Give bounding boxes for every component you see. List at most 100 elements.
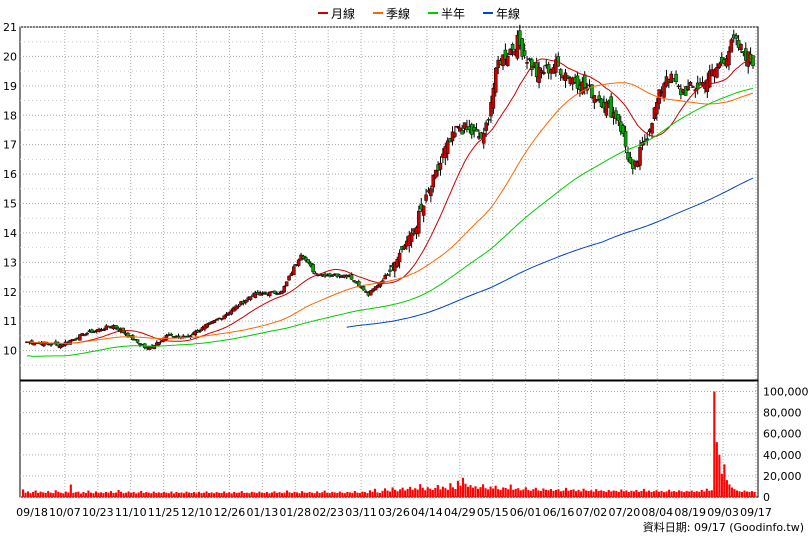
- candle-body: [424, 194, 428, 201]
- candle-body: [364, 291, 368, 293]
- candle-body: [417, 210, 421, 234]
- candle-body: [248, 296, 253, 300]
- volume-tick-label: 20,000: [763, 470, 802, 483]
- candle-body: [68, 339, 73, 345]
- volume-bar: [313, 493, 316, 497]
- volume-bar: [225, 493, 228, 497]
- volume-frame: [19, 380, 759, 498]
- volume-bar: [187, 492, 191, 497]
- candle-body: [575, 75, 580, 89]
- volume-bar: [132, 492, 135, 497]
- volume-bar: [230, 493, 233, 497]
- candle-body: [104, 325, 109, 330]
- volume-bar: [753, 492, 756, 497]
- volume-bar: [534, 487, 537, 497]
- volume-bar: [248, 493, 251, 497]
- volume-bar: [539, 490, 542, 497]
- volume-bar: [723, 464, 726, 497]
- candle-body: [566, 75, 570, 79]
- volume-bar: [263, 492, 266, 497]
- candle-body: [503, 49, 508, 60]
- volume-bar: [238, 492, 241, 497]
- candle-body: [42, 341, 46, 347]
- legend-label: 年線: [496, 6, 520, 21]
- volume-bar: [125, 492, 128, 497]
- volume-bar: [585, 490, 588, 497]
- volume-bar: [693, 491, 696, 497]
- candle-body: [306, 259, 311, 263]
- candle-body: [510, 44, 515, 50]
- volume-bar: [162, 491, 165, 497]
- volume-bar: [109, 491, 113, 497]
- volume-bar: [190, 492, 193, 497]
- volume-bar: [559, 491, 563, 497]
- x-tick-label: 10/07: [49, 506, 81, 519]
- volume-bar: [165, 492, 168, 497]
- volume-tick-label: 80,000: [763, 407, 802, 420]
- candle-body: [537, 66, 541, 83]
- volume-bar: [331, 491, 334, 497]
- candle-body: [662, 83, 666, 98]
- x-tick-label: 10/23: [82, 506, 114, 519]
- candle-body: [361, 286, 366, 291]
- volume-bar: [293, 491, 296, 497]
- candle-body: [695, 82, 700, 90]
- volume-bar: [218, 492, 221, 497]
- candle-body: [32, 343, 36, 346]
- x-tick-label: 06/16: [543, 506, 575, 519]
- volume-bar: [49, 492, 52, 497]
- volume-bar: [245, 492, 248, 497]
- volume-bar: [554, 489, 558, 497]
- price-tick-label: 18: [3, 109, 17, 122]
- candle-body: [268, 291, 272, 296]
- candle-body: [491, 88, 496, 109]
- volume-bar: [429, 488, 432, 497]
- volume-bar: [735, 490, 739, 497]
- volume-bar: [733, 489, 736, 497]
- volume-bar: [22, 489, 25, 497]
- candle-body: [236, 305, 241, 308]
- candle-body: [604, 101, 609, 116]
- candle-body: [506, 55, 510, 66]
- candle-body: [395, 259, 399, 267]
- volume-bar: [381, 490, 384, 497]
- volume-bar: [745, 491, 749, 497]
- volume-bar: [389, 491, 392, 497]
- volume-bar: [499, 489, 502, 497]
- half-year-ma-line: [26, 88, 754, 357]
- volume-bar: [89, 492, 92, 497]
- volume-bar: [99, 492, 103, 497]
- candle-body: [527, 58, 532, 60]
- candle-body: [282, 286, 286, 293]
- volume-bar: [582, 488, 585, 497]
- volume-tick-label: 60,000: [763, 428, 802, 441]
- volume-bar: [182, 493, 186, 497]
- volume-bar: [617, 491, 620, 497]
- volume-bar: [298, 493, 301, 497]
- volume-bar: [120, 491, 123, 497]
- candle-body: [409, 232, 414, 242]
- volume-tick-label: 40,000: [763, 449, 802, 462]
- candle-body: [623, 131, 628, 147]
- volume-bar: [580, 491, 583, 497]
- candle-body: [686, 86, 690, 91]
- volume-bar: [517, 488, 520, 497]
- volume-bar: [54, 490, 57, 497]
- candle-body: [462, 122, 467, 129]
- volume-bar: [720, 473, 723, 497]
- volume-bar: [718, 454, 721, 497]
- volume-bar: [205, 491, 208, 497]
- volume-bar: [728, 484, 731, 497]
- volume-bar: [147, 492, 150, 497]
- candle-body: [78, 334, 82, 341]
- volume-bar: [383, 488, 387, 497]
- volume-bar: [353, 490, 356, 497]
- volume-bar: [376, 492, 379, 497]
- volume-bar: [567, 490, 570, 497]
- candle-body: [215, 318, 219, 321]
- volume-bar: [424, 490, 427, 497]
- candle-body: [729, 39, 734, 53]
- volume-bar: [47, 491, 50, 497]
- volume-bar: [255, 493, 258, 497]
